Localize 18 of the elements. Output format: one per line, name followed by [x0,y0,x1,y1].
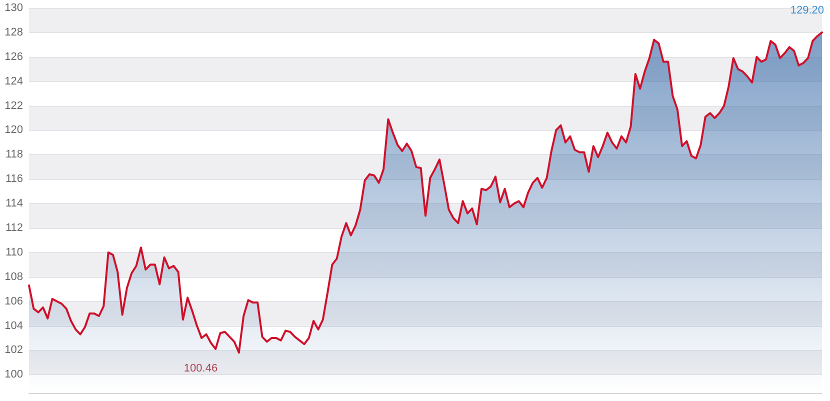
y-tick-label: 130 [4,2,23,14]
y-tick-label: 106 [4,295,23,308]
y-tick-label: 128 [4,26,23,38]
y-tick-label: 110 [5,246,23,258]
y-tick-label: 112 [5,222,23,234]
y-tick-label: 100 [4,368,23,381]
y-tick-label: 120 [4,124,23,136]
y-tick-label: 108 [4,270,23,283]
y-tick-label: 102 [4,344,23,356]
y-tick-label: 126 [4,50,23,63]
annotation: 129.20 [790,4,824,16]
y-tick-label: 116 [5,173,23,186]
y-tick-label: 118 [5,148,23,161]
annotation: 100.46 [184,362,218,374]
y-tick-label: 114 [5,198,23,210]
y-tick-label: 124 [4,75,23,88]
y-tick-label: 122 [4,100,23,112]
y-tick-label: 104 [4,320,23,332]
